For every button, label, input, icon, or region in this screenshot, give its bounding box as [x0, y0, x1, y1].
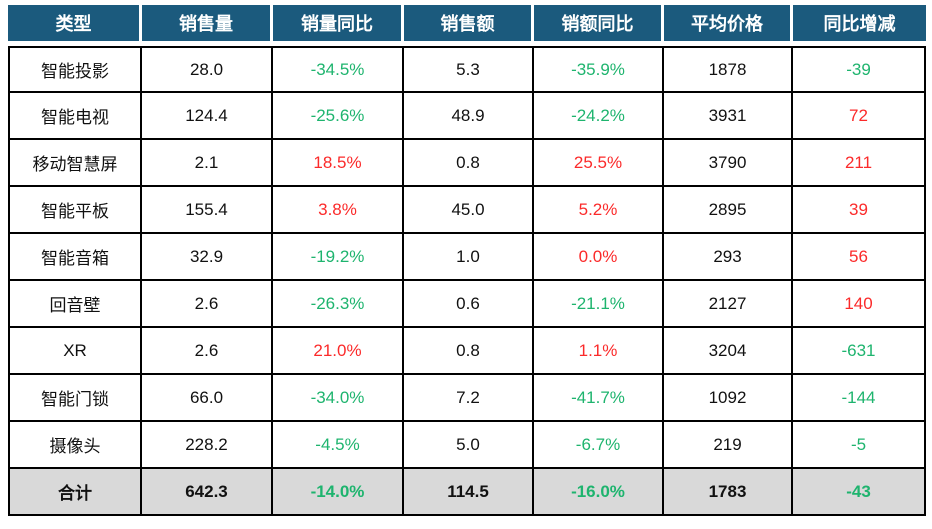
cell-price-change: -631 [793, 328, 926, 375]
cell-avg-price: 2895 [664, 187, 793, 234]
cell-sales-volume: 32.9 [142, 234, 273, 281]
cell-volume-yoy: 3.8% [273, 187, 404, 234]
cell-avg-price: 3790 [664, 140, 793, 187]
col-header-sales-amount: 销售额 [404, 5, 534, 46]
cell-avg-price: 1092 [664, 375, 793, 422]
cell-volume-yoy: -14.0% [273, 469, 404, 516]
cell-sales-amount: 0.8 [404, 140, 534, 187]
cell-sales-amount: 0.6 [404, 281, 534, 328]
cell-volume-yoy: -34.0% [273, 375, 404, 422]
cell-volume-yoy: 21.0% [273, 328, 404, 375]
cell-avg-price: 293 [664, 234, 793, 281]
cell-volume-yoy: -34.5% [273, 46, 404, 93]
col-header-avg-price: 平均价格 [664, 5, 793, 46]
cell-price-change: 72 [793, 93, 926, 140]
col-header-price-change: 同比增减 [793, 5, 926, 46]
row-label: 智能投影 [8, 46, 142, 93]
cell-price-change: -39 [793, 46, 926, 93]
row-label: 智能电视 [8, 93, 142, 140]
row-label: 智能音箱 [8, 234, 142, 281]
total-row: 合计 642.3 -14.0% 114.5 -16.0% 1783 -43 [8, 469, 926, 516]
row-label: 移动智慧屏 [8, 140, 142, 187]
cell-sales-amount: 45.0 [404, 187, 534, 234]
table-row: 智能门锁 66.0 -34.0% 7.2 -41.7% 1092 -144 [8, 375, 926, 422]
cell-price-change: -5 [793, 422, 926, 469]
row-label: 智能门锁 [8, 375, 142, 422]
cell-price-change: 39 [793, 187, 926, 234]
cell-sales-amount: 5.3 [404, 46, 534, 93]
cell-sales-amount: 5.0 [404, 422, 534, 469]
cell-price-change: -144 [793, 375, 926, 422]
cell-sales-volume: 642.3 [142, 469, 273, 516]
cell-avg-price: 219 [664, 422, 793, 469]
table-row: 移动智慧屏 2.1 18.5% 0.8 25.5% 3790 211 [8, 140, 926, 187]
cell-avg-price: 2127 [664, 281, 793, 328]
row-label: 智能平板 [8, 187, 142, 234]
cell-amount-yoy: 5.2% [534, 187, 664, 234]
cell-sales-volume: 28.0 [142, 46, 273, 93]
cell-sales-volume: 2.6 [142, 281, 273, 328]
table-row: 智能投影 28.0 -34.5% 5.3 -35.9% 1878 -39 [8, 46, 926, 93]
cell-price-change: -43 [793, 469, 926, 516]
cell-sales-amount: 0.8 [404, 328, 534, 375]
cell-avg-price: 3931 [664, 93, 793, 140]
table-row: 智能音箱 32.9 -19.2% 1.0 0.0% 293 56 [8, 234, 926, 281]
table-row: 智能平板 155.4 3.8% 45.0 5.2% 2895 39 [8, 187, 926, 234]
cell-price-change: 211 [793, 140, 926, 187]
cell-sales-volume: 124.4 [142, 93, 273, 140]
cell-avg-price: 1878 [664, 46, 793, 93]
row-label: 回音壁 [8, 281, 142, 328]
cell-amount-yoy: -41.7% [534, 375, 664, 422]
cell-avg-price: 1783 [664, 469, 793, 516]
cell-sales-volume: 2.1 [142, 140, 273, 187]
cell-amount-yoy: 25.5% [534, 140, 664, 187]
cell-sales-amount: 48.9 [404, 93, 534, 140]
total-row-label: 合计 [8, 469, 142, 516]
cell-sales-amount: 114.5 [404, 469, 534, 516]
cell-avg-price: 3204 [664, 328, 793, 375]
table-row: 摄像头 228.2 -4.5% 5.0 -6.7% 219 -5 [8, 422, 926, 469]
header-row: 类型 销售量 销量同比 销售额 销额同比 平均价格 同比增减 [8, 5, 926, 46]
cell-volume-yoy: -4.5% [273, 422, 404, 469]
cell-price-change: 140 [793, 281, 926, 328]
cell-amount-yoy: 1.1% [534, 328, 664, 375]
cell-volume-yoy: -19.2% [273, 234, 404, 281]
cell-sales-volume: 2.6 [142, 328, 273, 375]
cell-amount-yoy: -6.7% [534, 422, 664, 469]
table-row: 回音壁 2.6 -26.3% 0.6 -21.1% 2127 140 [8, 281, 926, 328]
col-header-amount-yoy: 销额同比 [534, 5, 664, 46]
cell-sales-amount: 1.0 [404, 234, 534, 281]
cell-amount-yoy: -35.9% [534, 46, 664, 93]
cell-volume-yoy: -25.6% [273, 93, 404, 140]
table-row: XR 2.6 21.0% 0.8 1.1% 3204 -631 [8, 328, 926, 375]
cell-amount-yoy: 0.0% [534, 234, 664, 281]
smart-home-sales-table: 类型 销售量 销量同比 销售额 销额同比 平均价格 同比增减 智能投影 28.0… [8, 5, 926, 516]
cell-sales-volume: 155.4 [142, 187, 273, 234]
cell-amount-yoy: -24.2% [534, 93, 664, 140]
cell-sales-volume: 66.0 [142, 375, 273, 422]
cell-volume-yoy: 18.5% [273, 140, 404, 187]
col-header-sales-volume: 销售量 [142, 5, 273, 46]
cell-volume-yoy: -26.3% [273, 281, 404, 328]
cell-price-change: 56 [793, 234, 926, 281]
table-row: 智能电视 124.4 -25.6% 48.9 -24.2% 3931 72 [8, 93, 926, 140]
cell-amount-yoy: -21.1% [534, 281, 664, 328]
cell-sales-amount: 7.2 [404, 375, 534, 422]
row-label: 摄像头 [8, 422, 142, 469]
cell-amount-yoy: -16.0% [534, 469, 664, 516]
col-header-volume-yoy: 销量同比 [273, 5, 404, 46]
row-label: XR [8, 328, 142, 375]
cell-sales-volume: 228.2 [142, 422, 273, 469]
col-header-type: 类型 [8, 5, 142, 46]
